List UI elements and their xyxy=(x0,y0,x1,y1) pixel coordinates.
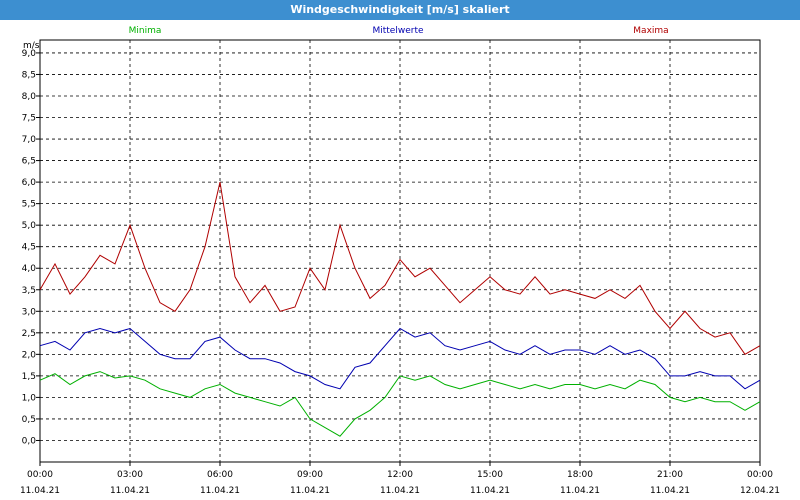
x-tick-date: 11.04.21 xyxy=(110,486,150,496)
axes: 0,0 0,5 1,0 1,5 2,0 2,5 3,0 3,5 4,0 4,5 5,0 5,5 6,0 6… xyxy=(20,49,780,496)
y-tick-label: 9,0 xyxy=(22,49,37,59)
x-tick-date: 12.04.21 xyxy=(740,486,780,496)
y-tick-label: 2,0 xyxy=(22,350,37,360)
y-tick-label: 1,0 xyxy=(22,393,37,403)
y-axis-label: m/s xyxy=(23,41,40,51)
y-tick-label: 4,5 xyxy=(22,243,36,253)
y-tick-label: 0,0 xyxy=(22,436,37,446)
y-tick-label: 5,0 xyxy=(22,221,37,231)
x-tick-time: 21:00 xyxy=(657,470,683,480)
legend-minima: Minima xyxy=(129,26,162,36)
chart-area: 0,0 0,5 1,0 1,5 2,0 2,5 3,0 3,5 4,0 4,5 5,0 5,5 6,0 6… xyxy=(20,26,780,496)
y-tick-label: 3,0 xyxy=(22,307,37,317)
y-tick-label: 6,0 xyxy=(22,178,37,188)
x-tick-time: 09:00 xyxy=(297,470,323,480)
x-tick-date: 11.04.21 xyxy=(650,486,690,496)
x-tick-date: 11.04.21 xyxy=(560,486,600,496)
y-tick-label: 7,0 xyxy=(22,135,37,145)
legend-mittelwerte: Mittelwerte xyxy=(372,26,423,36)
series-line-mittelwerte xyxy=(39,327,761,390)
x-tick-time: 15:00 xyxy=(477,470,503,480)
y-tick-label: 5,5 xyxy=(22,200,36,210)
x-tick-date: 11.04.21 xyxy=(20,486,60,496)
grid xyxy=(40,40,760,462)
series-line-maxima xyxy=(39,181,761,355)
x-tick-date: 11.04.21 xyxy=(290,486,330,496)
x-tick-time: 18:00 xyxy=(567,470,593,480)
window-title: Windgeschwindigkeit [m/s] skaliert xyxy=(0,0,800,20)
series-line-minima xyxy=(39,371,761,437)
x-tick-time: 12:00 xyxy=(387,470,413,480)
series-lines xyxy=(39,181,761,437)
y-tick-label: 1,5 xyxy=(22,372,36,382)
x-tick-time: 00:00 xyxy=(747,470,773,480)
y-tick-label: 7,5 xyxy=(22,114,36,124)
y-tick-label: 8,0 xyxy=(22,92,37,102)
legend-maxima: Maxima xyxy=(633,26,668,36)
y-tick-label: 2,5 xyxy=(22,329,36,339)
x-tick-time: 00:00 xyxy=(27,470,53,480)
x-tick-date: 11.04.21 xyxy=(470,486,510,496)
y-tick-label: 0,5 xyxy=(22,415,36,425)
x-tick-date: 11.04.21 xyxy=(200,486,240,496)
y-tick-label: 4,0 xyxy=(22,264,37,274)
x-tick-time: 06:00 xyxy=(207,470,233,480)
y-tick-label: 6,5 xyxy=(22,157,36,167)
y-tick-label: 3,5 xyxy=(22,286,36,296)
x-tick-date: 11.04.21 xyxy=(380,486,420,496)
y-tick-label: 8,5 xyxy=(22,70,36,80)
x-tick-time: 03:00 xyxy=(117,470,143,480)
